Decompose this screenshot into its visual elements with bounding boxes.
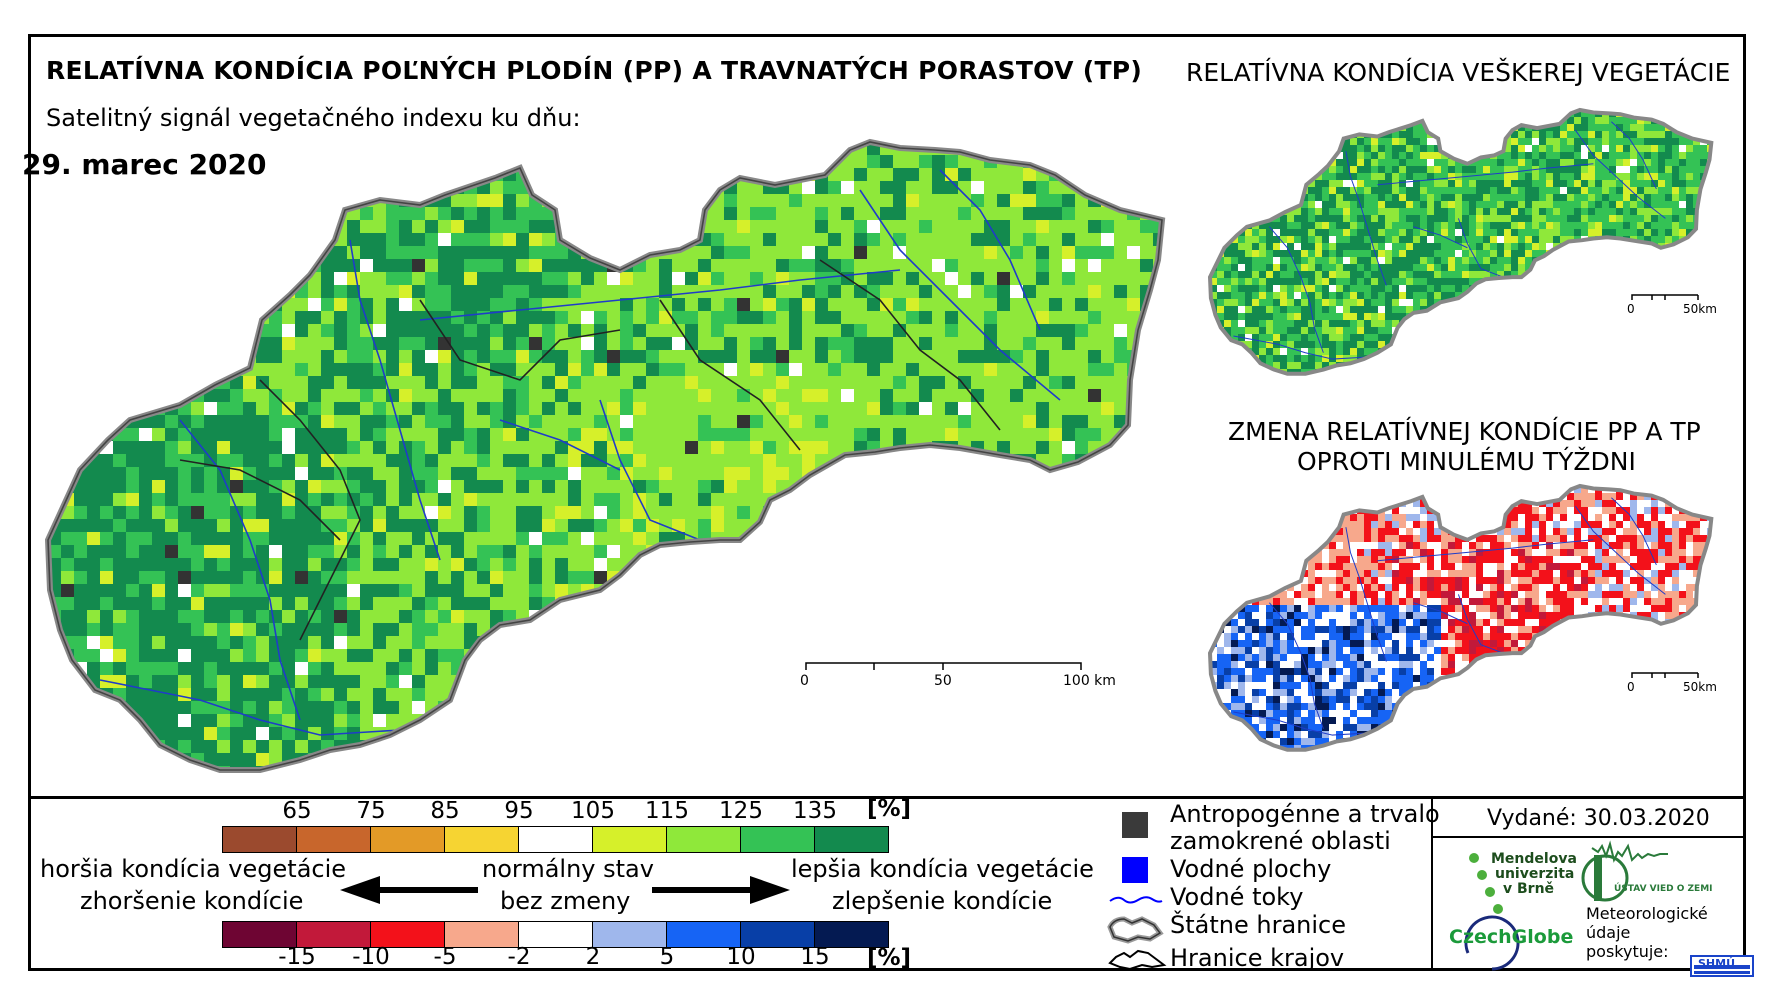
change-title-line2: OPROTI MINULÉMU TÝŽDNI [1297, 447, 1636, 476]
czechglobe-logo-text: CzechGlobe [1449, 926, 1574, 948]
condition-unit: [%] [867, 796, 912, 822]
main-title: RELATÍVNA KONDÍCIA POĽNÝCH PLODÍN (PP) A… [46, 56, 1143, 85]
legend-anthropogenic: Antropogénne a trvalo [1170, 800, 1440, 828]
condition-swatch [296, 826, 371, 853]
ustav-logo-text: ÚSTAV VIED O ZEMI [1614, 884, 1713, 894]
bottom-scale-0: 0 [1627, 680, 1635, 694]
change-swatch [814, 921, 889, 948]
change-unit: [%] [867, 945, 912, 971]
worse-arrow-icon [340, 876, 478, 904]
tick-label: -15 [278, 944, 316, 970]
main-condition-map [48, 142, 1167, 780]
change-swatch [592, 921, 667, 948]
water-body-square-icon [1122, 857, 1148, 883]
condition-swatch [370, 826, 445, 853]
region-border-icon [1108, 949, 1167, 971]
tick-label: 85 [430, 798, 460, 824]
tick-label: 135 [793, 798, 837, 824]
date-label: 29. marec 2020 [22, 148, 267, 181]
mendel-logo-icon [1469, 853, 1503, 914]
all-vegetation-title: RELATÍVNA KONDÍCIA VEŠKEREJ VEGETÁCIE [1186, 58, 1731, 87]
better-change-label: zlepšenie kondície [832, 887, 1053, 915]
better-label: lepšia kondícia vegetácie [791, 855, 1094, 883]
condition-swatch [444, 826, 519, 853]
ustav-logo-icon [1581, 840, 1668, 902]
change-swatch [222, 921, 297, 948]
legend-region-border: Hranice krajov [1170, 944, 1345, 972]
mendel-logo-text: Mendelova univerzita v Brně [1491, 851, 1577, 897]
main-scale-100: 100 km [1063, 673, 1116, 689]
condition-swatch [518, 826, 593, 853]
main-scale-bar [805, 662, 1082, 670]
tick-label: 125 [719, 798, 763, 824]
legend-anthropogenic-2: zamokrené oblasti [1170, 827, 1391, 855]
shmu-logo-text: SHMÚ [1698, 957, 1736, 970]
czechglobe-logo-icon [1464, 915, 1520, 971]
better-arrow-icon [652, 876, 790, 904]
river-line-icon [1109, 896, 1163, 904]
condition-swatch [592, 826, 667, 853]
legend-right-divider [1431, 796, 1433, 971]
normal-label: normálny stav [482, 855, 654, 883]
issued-date: Vydané: 30.03.2020 [1487, 806, 1710, 831]
tick-label: -5 [433, 944, 457, 970]
change-swatch [296, 921, 371, 948]
worse-change-label: zhoršenie kondície [80, 887, 304, 915]
condition-swatch [666, 826, 741, 853]
tick-label: 75 [356, 798, 386, 824]
main-scale-50: 50 [934, 673, 952, 689]
tick-label: 105 [571, 798, 615, 824]
subtitle: Satelitný signál vegetačného indexu ku d… [46, 104, 581, 132]
worse-label: horšia kondícia vegetácie [40, 855, 347, 883]
change-title-line1: ZMENA RELATÍVNEJ KONDÍCIE PP A TP [1228, 417, 1701, 446]
main-scale-0: 0 [800, 673, 809, 689]
legend-state-border: Štátne hranice [1170, 911, 1346, 939]
change-swatch [666, 921, 741, 948]
tick-label: 65 [282, 798, 312, 824]
map-frame [28, 34, 1746, 971]
no-change-label: bez zmeny [500, 887, 631, 915]
legend-rivers: Vodné toky [1170, 883, 1304, 911]
tick-label: 10 [726, 944, 756, 970]
meteo-provider-text: Meteorologické údaje poskytuje: [1586, 904, 1708, 961]
tick-label: 5 [659, 944, 675, 970]
bottom-scale-bar [1631, 672, 1699, 678]
top-scale-bar [1631, 294, 1699, 300]
issued-divider [1431, 836, 1746, 838]
tick-label: -10 [352, 944, 390, 970]
bottom-scale-50: 50km [1683, 680, 1717, 694]
change-swatch [740, 921, 815, 948]
shmu-logo-icon [1690, 955, 1754, 977]
weekly-change-map [1208, 484, 1714, 752]
tick-label: -2 [507, 944, 531, 970]
top-scale-0: 0 [1627, 302, 1635, 316]
legend-divider [28, 796, 1746, 799]
condition-swatch [740, 826, 815, 853]
condition-swatch [814, 826, 889, 853]
legend-water-bodies: Vodné plochy [1170, 855, 1332, 883]
tick-label: 115 [645, 798, 689, 824]
anthropogenic-square-icon [1122, 812, 1148, 838]
tick-label: 15 [800, 944, 830, 970]
condition-swatch [222, 826, 297, 853]
all-vegetation-map [1208, 108, 1714, 376]
tick-label: 2 [585, 944, 601, 970]
top-scale-50: 50km [1683, 302, 1717, 316]
tick-label: 95 [504, 798, 534, 824]
